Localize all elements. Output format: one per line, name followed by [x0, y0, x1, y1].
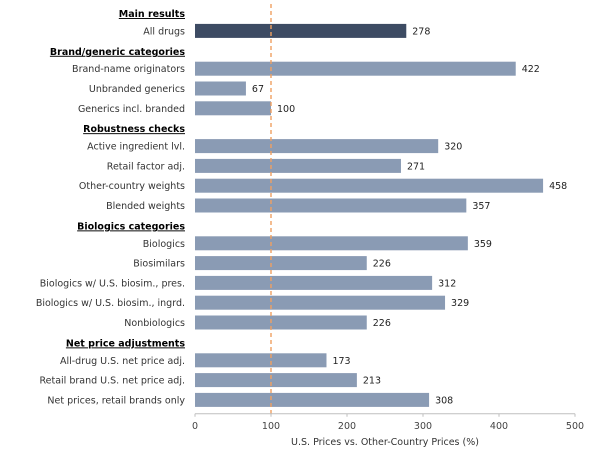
- category-label: Other-country weights: [79, 181, 185, 192]
- section-header: Main results: [119, 9, 186, 20]
- bar: [195, 275, 433, 290]
- x-tick-label: 0: [192, 421, 198, 432]
- x-tick-label: 500: [566, 421, 584, 432]
- section-header: Biologics categories: [77, 221, 185, 232]
- bar: [195, 236, 468, 251]
- bar: [195, 295, 446, 310]
- value-label: 226: [373, 318, 391, 329]
- category-label: Biologics w/ U.S. biosim., ingrd.: [36, 298, 185, 309]
- category-label: Biosimilars: [133, 259, 185, 270]
- bar: [195, 353, 327, 368]
- x-axis: 0 100 200 300 400 500: [192, 413, 584, 432]
- category-label: Blended weights: [106, 201, 185, 212]
- category-label: Retail brand U.S. net price adj.: [39, 376, 185, 387]
- value-label: 329: [451, 298, 469, 309]
- value-label: 458: [549, 181, 567, 192]
- x-axis-title: U.S. Prices vs. Other-Country Prices (%): [291, 437, 479, 448]
- x-tick-label: 200: [338, 421, 356, 432]
- bars: [195, 23, 544, 407]
- bar: [195, 139, 439, 154]
- category-label: Unbranded generics: [89, 84, 185, 95]
- value-label: 213: [363, 376, 381, 387]
- section-header: Net price adjustments: [66, 338, 185, 349]
- value-label: 357: [472, 201, 490, 212]
- value-label: 67: [252, 84, 264, 95]
- bar: [195, 198, 467, 213]
- value-label: 100: [277, 104, 295, 115]
- bar: [195, 101, 271, 116]
- value-label: 226: [373, 259, 391, 270]
- value-label: 312: [438, 278, 456, 289]
- bar: [195, 81, 246, 96]
- bar: [195, 392, 430, 407]
- bar: [195, 178, 544, 193]
- x-tick-label: 400: [490, 421, 508, 432]
- category-label: All drugs: [143, 26, 185, 37]
- bar: [195, 158, 401, 173]
- category-label: Biologics: [143, 239, 185, 250]
- category-label: Biologics w/ U.S. biosim., pres.: [40, 278, 185, 289]
- value-label: 359: [474, 239, 492, 250]
- value-label: 422: [522, 64, 540, 75]
- value-label: 308: [435, 395, 453, 406]
- bar: [195, 256, 367, 271]
- value-label: 320: [444, 142, 462, 153]
- section-header: Brand/generic categories: [50, 47, 185, 58]
- category-label: All-drug U.S. net price adj.: [60, 356, 185, 367]
- bar: [195, 23, 407, 38]
- category-labels: All drugs Brand-name originators Unbranded…: [36, 26, 186, 406]
- category-label: Active ingredient lvl.: [87, 142, 185, 153]
- category-label: Nonbiologics: [124, 318, 185, 329]
- category-label: Retail factor adj.: [107, 161, 185, 172]
- value-label: 173: [332, 356, 350, 367]
- value-label: 278: [412, 26, 430, 37]
- x-tick-label: 100: [262, 421, 280, 432]
- value-label: 271: [407, 161, 425, 172]
- section-header: Robustness checks: [83, 124, 185, 135]
- bar: [195, 373, 357, 388]
- category-label: Brand-name originators: [72, 64, 185, 75]
- section-headers: Main results Brand/generic categories Robu…: [50, 9, 185, 349]
- category-label: Net prices, retail brands only: [47, 395, 185, 406]
- bar: [195, 61, 516, 76]
- bar: [195, 315, 367, 330]
- x-tick-label: 300: [414, 421, 432, 432]
- category-label: Generics incl. branded: [78, 104, 185, 115]
- value-labels: 278 422 67 100 320 271 458 357 359 226 312 329 226 17…: [252, 26, 567, 406]
